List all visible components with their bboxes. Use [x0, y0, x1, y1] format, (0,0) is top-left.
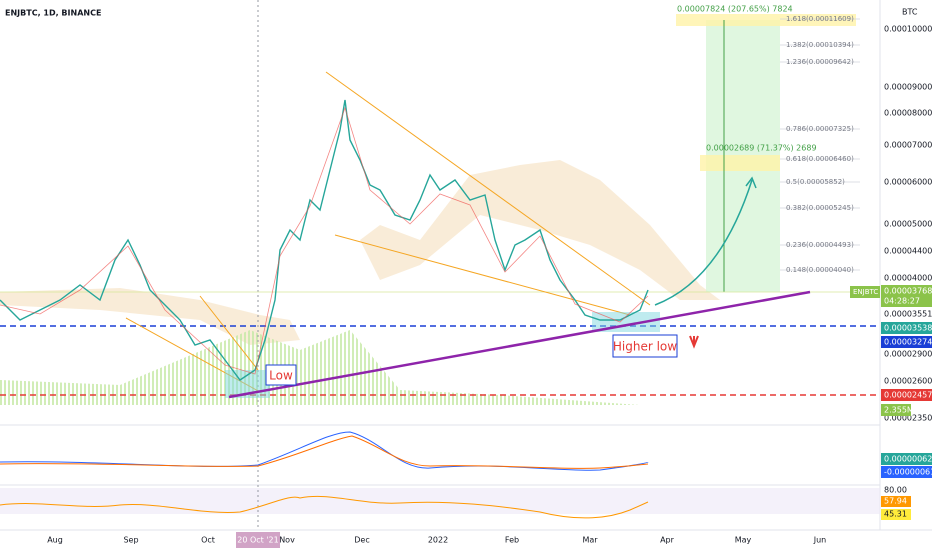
- rsi-tag-bg: [881, 496, 911, 507]
- volume-tag: 2.355M: [884, 406, 914, 415]
- price-tick: 0.00010000: [884, 25, 932, 34]
- target-label: 0.00002689 (71.37%) 2689: [706, 144, 817, 153]
- signal-line: [0, 435, 649, 469]
- time-tick: Sep: [123, 536, 138, 545]
- time-tick: Dec: [354, 536, 369, 545]
- last-price-tag: [881, 285, 932, 307]
- rsi-tag: 45.31: [884, 510, 907, 519]
- price-tag: 0.00002457: [884, 391, 932, 400]
- rsi-tag: 80.00: [884, 486, 907, 495]
- low-label: Low: [269, 369, 293, 383]
- symbol-tag-text: ENJBTC: [853, 288, 878, 296]
- fib-zone: [700, 155, 780, 171]
- projection: [654, 179, 753, 306]
- price-tick: 0.00007000: [884, 141, 932, 150]
- fib-lines: [780, 18, 860, 271]
- fib-label: 0.236(0.00004493): [786, 241, 854, 249]
- time-tick: Nov: [279, 536, 295, 545]
- rsi-line: [0, 495, 649, 519]
- fib-label: 1.236(0.00009642): [786, 58, 854, 66]
- price-tick: 0.00006000: [884, 178, 932, 187]
- down-arrow: [689, 335, 699, 349]
- higher-low-label: Higher low: [613, 340, 677, 354]
- time-tick: Feb: [505, 536, 519, 545]
- price-tag: 0.00003551: [884, 310, 932, 319]
- rsi-tag: 57.94: [884, 497, 907, 506]
- low-zone: [592, 312, 660, 332]
- higher-low-box: [612, 334, 678, 358]
- price-tick: 0.00009000: [884, 83, 932, 92]
- macd-tag: 0.00000062: [884, 455, 932, 464]
- fib-label: 0.382(0.00005245): [786, 204, 854, 212]
- price-tag: 0.00003274: [884, 338, 932, 347]
- time-tick: Mar: [582, 536, 598, 545]
- fib-label: 1.618(0.00011609): [786, 15, 854, 23]
- time-tick: 2022: [428, 536, 448, 545]
- rsi-tag-bg: [881, 509, 911, 520]
- price-tick: 0.00002600: [884, 377, 932, 386]
- time-tick: Oct: [201, 536, 215, 545]
- arrow-head: [745, 176, 757, 189]
- macd-tag-bg: [881, 466, 932, 478]
- price-tick: 0.00005000: [884, 220, 932, 229]
- price-tag-bg: [881, 389, 932, 401]
- symbol-tag: [850, 286, 880, 298]
- price-tag-bg: [881, 336, 932, 348]
- time-tick: Jun: [813, 536, 827, 545]
- volume: [0, 330, 640, 405]
- price-tag: 0.00003538: [884, 324, 932, 333]
- rsi-band: [0, 488, 880, 514]
- price-tick: 0.00002350: [884, 414, 932, 423]
- fib-label: 0.618(0.00006460): [786, 155, 854, 163]
- price-tick: 0.00004000: [884, 274, 932, 283]
- countdown: 04:28:27: [884, 297, 920, 306]
- time-tick: Aug: [47, 536, 63, 545]
- price-tick: 0.00008000: [884, 109, 932, 118]
- trendline: [228, 290, 811, 399]
- last-price: 0.00003768: [884, 287, 932, 296]
- crosshair-date-bg: [236, 532, 280, 548]
- cloud: [0, 288, 300, 345]
- macd-tag-bg: [881, 453, 932, 465]
- price-tag-bg: [881, 322, 932, 334]
- price-series: [0, 99, 649, 381]
- currency: BTC: [902, 8, 918, 17]
- price-series: [0, 106, 649, 375]
- macd-tag: -0.00000061: [884, 468, 932, 477]
- fib-label: 0.786(0.00007325): [786, 125, 854, 133]
- time-tick: Apr: [660, 536, 675, 545]
- target-label: 0.00007824 (207.65%) 7824: [677, 5, 793, 14]
- price-tick: 0.00002900: [884, 350, 932, 359]
- fib-zone: [676, 14, 856, 26]
- crosshair-date: 20 Oct '21: [237, 536, 278, 545]
- volume-tag-bg: [881, 404, 911, 416]
- fib-label: 1.382(0.00010394): [786, 41, 854, 49]
- price-tick: 0.00004400: [884, 247, 932, 256]
- symbol-title: ENJBTC, 1D, BINANCE: [5, 9, 101, 18]
- fib-label: 0.5(0.00005852): [786, 178, 845, 186]
- low-box: [265, 364, 297, 386]
- fib-label: 0.148(0.00004040): [786, 266, 854, 274]
- time-tick: May: [735, 536, 752, 545]
